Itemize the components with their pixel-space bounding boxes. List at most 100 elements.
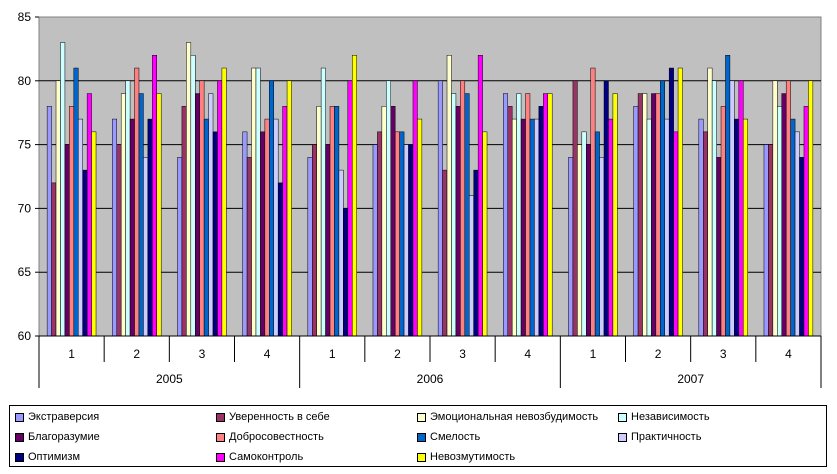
bar [129,118,135,337]
bar [203,118,209,337]
bar [525,93,531,337]
legend-label: Уверенность в себе [229,411,330,423]
x-tick-label: 4 [264,347,271,361]
y-axis: 60 65 70 75 80 85 [18,10,39,343]
bar [221,67,227,337]
bar [612,93,618,337]
bar [451,93,457,337]
bars [46,42,814,337]
legend-item: Оптимизм [15,449,80,465]
y-tick-label: 85 [18,10,32,24]
legend-label: Экстраверсия [28,411,100,423]
bar [772,80,778,337]
y-tick-label: 60 [18,329,32,343]
bar [594,131,600,337]
bar [286,80,292,337]
bar [307,157,313,337]
bar [269,80,274,337]
bar [777,106,783,337]
bar [282,106,288,337]
bar [507,106,513,337]
legend-label: Благоразумие [28,431,100,443]
bar [677,67,683,337]
bar [351,55,357,337]
bar [195,93,200,337]
bar [763,144,769,337]
bar [673,131,679,337]
y-tick-label: 65 [18,265,32,279]
y-tick-label: 70 [18,201,32,215]
bar [698,118,704,337]
bar [91,131,97,337]
bar [138,93,144,337]
bar [190,55,196,337]
legend-label: Эмоциональная невозбудимость [430,411,599,423]
bar [143,157,149,337]
bar [529,118,535,337]
bar [703,131,708,337]
bar [408,144,414,337]
bar [312,144,317,337]
bar [51,182,57,337]
bar [655,93,661,337]
bar [320,67,326,337]
legend-swatch [216,412,225,422]
bar [608,118,614,337]
x-tick-label: 3 [459,347,466,361]
bar [781,93,787,337]
bar [125,80,131,337]
bar [120,93,126,337]
bar [242,131,248,337]
bar [181,106,187,337]
legend-swatch [417,412,426,422]
bar [134,67,140,337]
bar [725,55,731,337]
bar [799,157,805,337]
bar [577,144,583,337]
x-tick-label: 4 [785,347,792,361]
x-tick-label: 1 [590,347,597,361]
bar [64,144,70,337]
legend: Экстраверсия Уверенность в себе Эмоциональ… [9,405,827,467]
bar [473,169,479,337]
bar [660,80,665,337]
bar [212,131,218,337]
bar [273,118,279,337]
bar [538,106,544,337]
bar [73,67,79,337]
bar [808,80,814,337]
x-tick-label: 1 [68,347,75,361]
bar [785,80,791,337]
legend-label: Смелость [430,431,481,443]
bar [547,93,553,337]
bar [738,80,744,337]
bar [437,80,443,337]
bar [477,55,483,337]
x-tick-label: 2 [133,347,140,361]
bar [464,93,470,337]
legend-swatch [15,452,24,462]
bar [152,55,157,337]
bar [794,131,800,337]
bar [264,118,270,337]
bar [543,93,548,337]
bar-chart: 60 65 70 75 80 85 1 2 3 4 1 2 3 4 1 2 3 4 2005 2006 2007 [18,10,822,388]
bar [390,106,396,337]
bar [729,80,735,337]
bar [651,93,657,337]
x-tick-label: 2 [394,347,401,361]
legend-item: Независимость [618,409,710,425]
legend-label: Независимость [631,411,710,423]
bar [511,118,517,337]
x-group-label: 2005 [156,372,183,386]
legend-label: Оптимизм [28,451,81,463]
x-axis: 1 2 3 4 1 2 3 4 1 2 3 4 2005 2006 2007 [38,335,822,388]
legend-swatch [618,432,627,442]
x-group-label: 2007 [677,372,704,386]
legend-label: Самоконтроль [229,451,304,463]
bar [590,67,596,337]
bar [338,169,344,337]
bar [642,93,648,337]
bar [707,67,713,337]
bar [199,80,205,337]
